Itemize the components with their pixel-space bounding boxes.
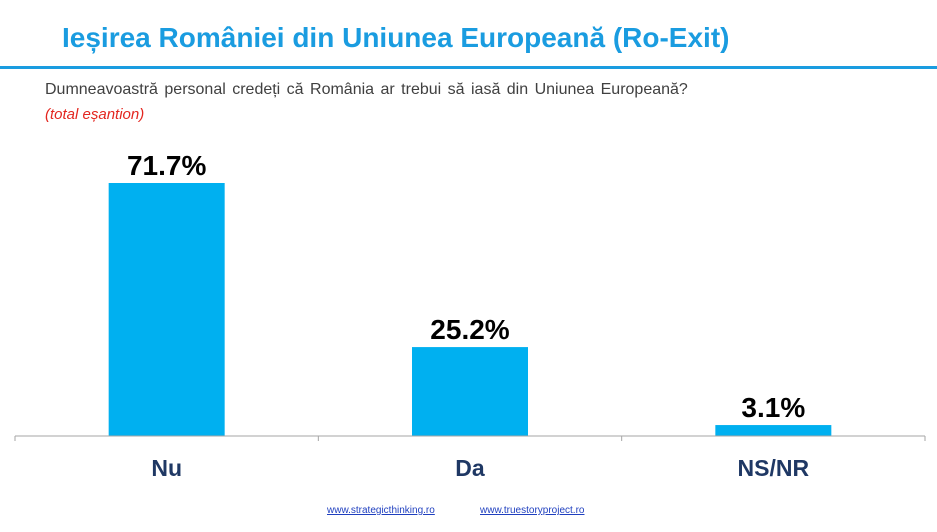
value-label: 25.2% <box>430 314 509 345</box>
category-label: Nu <box>151 455 182 481</box>
bar-group <box>108 183 832 436</box>
bar-ns-nr <box>715 425 832 436</box>
title-divider <box>0 66 937 69</box>
bar-nu <box>108 183 225 436</box>
page-title: Ieșirea României din Uniunea Europeană (… <box>62 22 730 53</box>
footer-link-strategicthinking[interactable]: www.strategicthinking.ro <box>327 505 435 516</box>
category-label-group: Nu Da NS/NR <box>151 455 809 481</box>
value-label-group: 71.7% 25.2% 3.1% <box>127 150 805 423</box>
bar-da <box>412 347 528 436</box>
category-label: NS/NR <box>738 455 810 481</box>
x-axis-ticks <box>14 436 926 441</box>
category-label: Da <box>455 455 485 481</box>
survey-question: Dumneavoastră personal credeți că Români… <box>45 81 688 98</box>
value-label: 3.1% <box>741 392 805 423</box>
footer: www.strategicthinking.ro www.truestorypr… <box>0 505 937 521</box>
footer-link-truestoryproject[interactable]: www.truestoryproject.ro <box>480 505 585 516</box>
sample-note: (total eșantion) <box>45 106 145 123</box>
value-label: 71.7% <box>127 150 206 181</box>
